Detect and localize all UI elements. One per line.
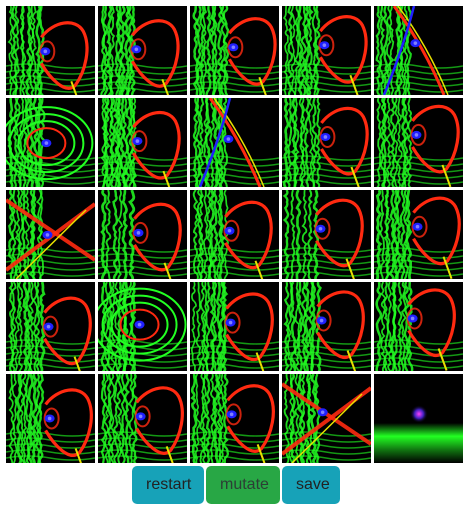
pattern-tile[interactable] (6, 374, 95, 463)
pattern-tile[interactable] (190, 98, 279, 187)
pattern-tile[interactable] (190, 374, 279, 463)
pattern-tile[interactable] (6, 98, 95, 187)
save-button[interactable]: save (282, 466, 340, 504)
mutate-button[interactable]: mutate (206, 466, 280, 504)
pattern-tile[interactable] (98, 98, 187, 187)
control-bar: restart mutate save (0, 466, 472, 504)
pattern-tile[interactable] (6, 6, 95, 95)
pattern-tile[interactable] (374, 282, 463, 371)
pattern-tile[interactable] (98, 6, 187, 95)
pattern-tile[interactable] (6, 190, 95, 279)
pattern-tile[interactable] (98, 190, 187, 279)
pattern-tile[interactable] (98, 374, 187, 463)
pattern-gallery (6, 6, 463, 463)
pattern-tile[interactable] (190, 6, 279, 95)
pattern-tile[interactable] (190, 282, 279, 371)
pattern-tile[interactable] (282, 98, 371, 187)
pattern-tile[interactable] (282, 374, 371, 463)
pattern-tile[interactable] (190, 190, 279, 279)
pattern-tile[interactable] (98, 282, 187, 371)
pattern-tile[interactable] (282, 6, 371, 95)
pattern-tile[interactable] (374, 374, 463, 463)
pattern-tile[interactable] (374, 190, 463, 279)
pattern-tile[interactable] (282, 282, 371, 371)
pattern-tile[interactable] (282, 190, 371, 279)
pattern-tile[interactable] (374, 98, 463, 187)
pattern-tile[interactable] (6, 282, 95, 371)
pattern-tile[interactable] (374, 6, 463, 95)
restart-button[interactable]: restart (132, 466, 204, 504)
